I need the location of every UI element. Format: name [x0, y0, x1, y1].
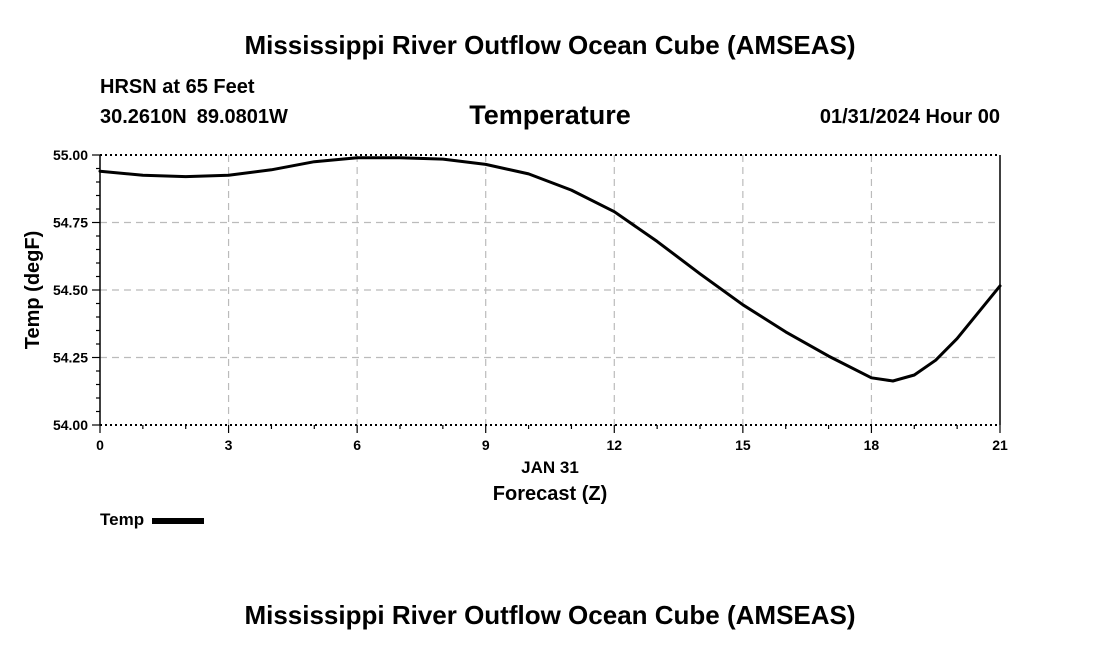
series-line-temp: [98, 156, 1002, 383]
x-tick-label-0: 0: [96, 437, 104, 453]
latitude: 30.2610N: [100, 106, 187, 128]
x-axis-label: Forecast (Z): [492, 483, 608, 505]
y-axis-label: Temp (degF): [22, 231, 44, 350]
axis-ticks: 0 3 6 9 12 15 18 21 54.00 54.25 54.50 54.75 55.00: [53, 147, 1008, 453]
x-tick-label-1: 3: [225, 437, 233, 453]
panel-title: Temperature: [469, 100, 631, 130]
station-label: HRSN at 65 Feet: [100, 76, 255, 98]
x-tick-label-6: 18: [864, 437, 880, 453]
legend: Temp: [100, 510, 205, 530]
y-tick-label-2: 54.50: [53, 282, 88, 298]
y-tick-label-3: 54.75: [53, 215, 88, 231]
grid: [100, 155, 1000, 425]
x-tick-label-2: 6: [353, 437, 361, 453]
forecast-datetime: 01/31/2024 Hour 00: [819, 106, 1000, 128]
legend-entry-temp: Temp: [100, 510, 145, 529]
chart-title: Mississippi River Outflow Ocean Cube (AM…: [244, 30, 856, 60]
x-axis-date-label: JAN 31: [521, 458, 579, 477]
series-layer: [98, 156, 1002, 383]
x-tick-label-7: 21: [992, 437, 1008, 453]
longitude: 89.0801W: [196, 106, 288, 128]
x-tick-label-3: 9: [482, 437, 490, 453]
y-tick-label-4: 55.00: [53, 147, 88, 163]
coordinates: 30.2610N 89.0801W: [100, 106, 298, 129]
x-tick-label-4: 12: [606, 437, 622, 453]
footer-title: Mississippi River Outflow Ocean Cube (AM…: [244, 600, 856, 630]
x-tick-label-5: 15: [735, 437, 751, 453]
y-tick-label-0: 54.00: [53, 417, 88, 433]
legend-swatch-temp: [152, 518, 205, 524]
y-tick-label-1: 54.25: [53, 350, 88, 366]
